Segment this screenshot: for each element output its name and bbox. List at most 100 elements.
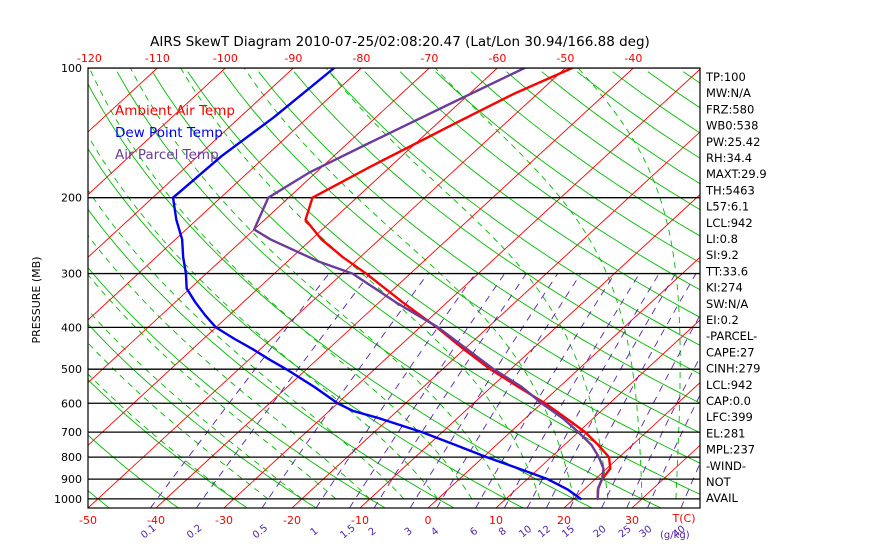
sounding-curve	[252, 68, 605, 501]
mixing-ratio-line	[409, 273, 559, 508]
moist-adiabat-line	[88, 309, 303, 500]
dry-adiabat-line	[88, 379, 248, 508]
bottom-temp-tick-label: -40	[147, 514, 165, 527]
dry-adiabat-line	[88, 323, 317, 508]
pressure-tick-label: 700	[61, 426, 82, 439]
mixing-ratio-line	[569, 273, 697, 508]
pressure-tick-label: 200	[61, 192, 82, 205]
index-si92: SI:9.2	[706, 248, 739, 262]
isotherm-line	[223, 68, 700, 508]
index-l5761: L57:6.1	[706, 200, 749, 214]
dry-adiabat-line	[435, 71, 700, 264]
page-title: AIRS SkewT Diagram 2010-07-25/02:08:20.4…	[150, 34, 650, 50]
pressure-tick-label: 900	[61, 473, 82, 486]
legend-item-1: Dew Point Temp	[115, 125, 223, 141]
bottom-temp-tick-label: 10	[489, 514, 503, 527]
mixing-ratio-tick-label: 4	[429, 526, 441, 539]
dry-adiabat-line	[506, 71, 700, 211]
top-temp-tick-label: -70	[420, 52, 438, 65]
top-temp-tick-label: -110	[145, 52, 170, 65]
sounding-curve	[171, 68, 582, 501]
bottom-temp-tick-label: -20	[283, 514, 301, 527]
bottom-temp-tick-label: 20	[557, 514, 571, 527]
sounding-curve	[304, 68, 612, 501]
pressure-tick-label: 300	[61, 268, 82, 281]
mixing-ratio-line	[349, 273, 506, 508]
index-tt336: TT:33.6	[705, 264, 748, 278]
mixing-ratio-tick-label: 1	[309, 526, 321, 539]
top-temp-tick-label: -60	[488, 52, 506, 65]
index-ki274: KI:274	[706, 281, 743, 295]
moist-adiabat-lines	[88, 68, 681, 500]
moist-adiabat-line	[88, 134, 439, 500]
index-frz580: FRZ:580	[706, 102, 754, 116]
mixing-ratio-unit-label: (g/kg)	[660, 530, 690, 541]
dry-adiabat-line	[222, 71, 700, 434]
dry-adiabat-line	[187, 71, 700, 464]
moist-adiabat-line	[88, 373, 235, 500]
top-temp-tick-label: -50	[556, 52, 574, 65]
dry-adiabat-line	[88, 82, 593, 508]
pressure-tick-label: 800	[61, 451, 82, 464]
isotherm-line	[88, 68, 226, 196]
mixing-ratio-line	[261, 273, 429, 508]
mixing-ratio-line	[150, 273, 330, 508]
pressure-tick-label: 600	[61, 397, 82, 410]
top-temp-tick-label: -80	[352, 52, 370, 65]
bottom-temp-tick-label: 30	[625, 514, 639, 527]
top-temp-tick-label: -90	[284, 52, 302, 65]
index-wind: -WIND-	[706, 459, 746, 473]
index-not: NOT	[706, 475, 732, 489]
isotherm-line	[88, 68, 294, 258]
index-tp100: TP:100	[705, 70, 746, 84]
dry-adiabat-line	[88, 208, 455, 508]
index-mwna: MW:N/A	[706, 86, 751, 100]
dry-adiabat-line	[293, 71, 700, 375]
index-mpl237: MPL:237	[706, 443, 755, 457]
top-temp-tick-label: -40	[624, 52, 642, 65]
isotherm-line	[359, 193, 700, 508]
index-swna: SW:N/A	[706, 297, 748, 311]
dry-adiabat-line	[88, 148, 524, 508]
moist-adiabat-line	[88, 274, 337, 500]
dry-adiabat-line	[88, 434, 179, 508]
pressure-tick-label: 400	[61, 321, 82, 334]
isotherm-line	[291, 131, 700, 508]
pressure-tick-label: 1000	[54, 493, 82, 506]
mixing-ratio-tick-label: 2	[367, 526, 379, 539]
isotherm-line	[88, 68, 566, 508]
index-avail: AVAIL	[706, 491, 739, 505]
isotherm-line	[155, 68, 634, 508]
moist-adiabat-line	[88, 234, 371, 500]
top-temp-tick-label: -100	[213, 52, 238, 65]
isotherm-line	[88, 68, 362, 321]
dry-adiabat-line	[88, 266, 386, 508]
index-parcel: -PARCEL-	[706, 329, 757, 343]
mixing-ratio-tick-label: 3	[403, 526, 415, 539]
isobar-lines	[88, 68, 700, 500]
isotherm-line	[495, 319, 700, 508]
legend: Ambient Air Temp Dew Point Temp Air Parcel…	[115, 103, 235, 163]
mixing-ratio-line	[626, 356, 700, 508]
moist-adiabat-line	[180, 68, 541, 500]
top-temperature-axis-labels: -120 -110 -100 -90 -80 -70 -60 -50 -40	[77, 52, 642, 65]
dry-adiabat-line	[364, 71, 700, 318]
index-lcl942: LCL:942	[706, 378, 753, 392]
mixing-ratio-line	[601, 314, 700, 508]
pressure-axis-labels: 100 200 300 400 500 600 700 800 900 1000	[54, 62, 82, 506]
isotherm-line	[563, 382, 700, 508]
index-maxt299: MAXT:29.9	[706, 167, 767, 181]
mixing-ratio-line	[315, 273, 476, 508]
bottom-temperature-axis-labels: -50 -40 -30 -20 -10 0 10 20 30 T(C)	[79, 512, 695, 527]
index-el281: EL:281	[706, 426, 746, 440]
bottom-temp-tick-label: 0	[425, 514, 432, 527]
legend-item-2: Air Parcel Temp	[115, 147, 219, 163]
mixing-ratio-tick-label: 6	[468, 526, 480, 539]
index-pw2542: PW:25.42	[706, 135, 760, 149]
top-temp-tick-label: -120	[77, 52, 102, 65]
mixing-ratio-line	[436, 273, 582, 508]
temperature-unit-label: T(C)	[672, 512, 696, 525]
pressure-tick-label: 100	[61, 62, 82, 75]
mixing-ratio-line	[504, 273, 640, 508]
